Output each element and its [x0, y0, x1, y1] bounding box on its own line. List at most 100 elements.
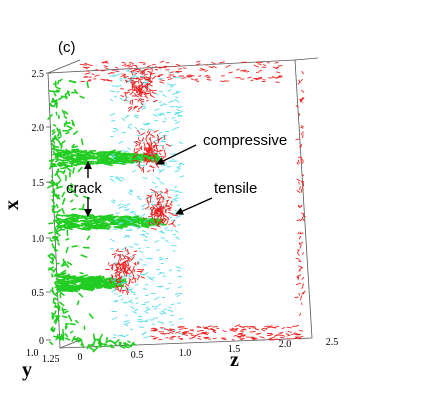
crack-label: crack	[66, 180, 102, 197]
compressive-vector	[136, 226, 142, 230]
x-tick-0: 0	[39, 336, 44, 347]
compressive-vector	[160, 237, 165, 239]
tensile-vector	[135, 140, 141, 144]
tensile-vector	[140, 71, 144, 74]
crack-vector	[68, 314, 73, 322]
tensile-vector	[124, 259, 130, 262]
tensile-vector	[115, 70, 120, 72]
tensile-vector	[189, 329, 194, 331]
compressive-vector	[174, 127, 179, 129]
compressive-vector	[141, 208, 145, 211]
tensile-vector	[116, 264, 121, 266]
tensile-vector	[202, 333, 208, 336]
compressive-vector	[133, 161, 138, 164]
crack-vector	[92, 346, 99, 353]
compressive-vector	[160, 168, 165, 172]
tensile-vector	[301, 70, 304, 75]
tensile-vector	[160, 191, 163, 193]
compressive-vector	[125, 150, 129, 153]
crack-vector	[59, 278, 65, 282]
tensile-vector	[278, 332, 282, 335]
crack-vector	[56, 209, 62, 214]
compressive-vector	[120, 275, 126, 279]
tensile-vector	[165, 200, 169, 206]
crack-vector	[67, 186, 71, 191]
tensile-vector	[301, 276, 305, 280]
crack-vector	[74, 319, 79, 324]
crack-vector	[55, 217, 63, 221]
tensile-vector	[157, 221, 161, 224]
crack-vector	[55, 158, 65, 162]
tensile-vector	[153, 152, 158, 155]
compressive-vector	[110, 200, 116, 204]
tensile-vector	[144, 148, 149, 153]
tensile-vector	[146, 195, 151, 200]
tensile-vector	[165, 199, 170, 202]
tensile-vector	[165, 219, 169, 221]
tensile-vector	[206, 79, 212, 81]
tensile-vector	[165, 337, 169, 339]
compressive-vector	[162, 94, 167, 98]
tensile-vector	[108, 264, 113, 267]
tensile-vector	[108, 80, 112, 82]
tensile-vector	[196, 60, 201, 63]
crack-vector	[128, 159, 136, 163]
tensile-vector	[147, 143, 150, 147]
tensile-vector	[159, 79, 165, 82]
tensile-vector	[163, 328, 168, 331]
compressive-vector	[112, 130, 117, 133]
crack-vector	[67, 128, 72, 132]
tensile-vector	[156, 208, 159, 213]
compressive-vector	[124, 301, 128, 304]
tensile-vector	[115, 248, 119, 252]
tensile-vector	[153, 206, 156, 210]
tensile-vector	[251, 330, 256, 333]
tensile-vector	[164, 208, 168, 213]
crack-vector	[91, 277, 98, 280]
tensile-vector	[175, 331, 181, 334]
compressive-vector	[124, 217, 128, 220]
crack-vector	[79, 95, 85, 99]
compressive-vector	[138, 165, 144, 169]
crack-vector	[55, 314, 60, 318]
crack-vector	[55, 111, 58, 116]
crack-vector	[49, 239, 53, 242]
crack-vector	[47, 266, 55, 271]
tensile-vector	[127, 261, 130, 267]
compressive-vector	[138, 258, 144, 261]
tensile-vector	[150, 208, 155, 213]
tensile-vector	[133, 84, 137, 89]
compressive-vector	[170, 100, 175, 103]
compressive-vector	[120, 228, 124, 230]
tensile-vector	[157, 138, 160, 144]
tensile-vector	[137, 69, 142, 73]
tensile-vector	[127, 267, 132, 272]
compressive-vector	[116, 90, 120, 93]
compressive-vector	[121, 131, 127, 134]
compressive-vector	[130, 306, 135, 310]
tensile-vector	[297, 252, 300, 256]
crack-vector	[65, 217, 71, 225]
tensile-vector	[255, 332, 262, 335]
compressive-vector	[126, 203, 131, 206]
crack-vector	[64, 337, 71, 341]
compressive-vector	[172, 233, 177, 236]
tensile-vector	[301, 158, 304, 162]
crack-vector	[52, 219, 61, 222]
compressive-vector	[133, 213, 137, 216]
tensile-vector	[103, 65, 108, 68]
crack-vector	[111, 153, 121, 157]
compressive-vector	[117, 72, 122, 76]
crack-vector	[104, 163, 113, 167]
tensile-vector	[161, 211, 164, 215]
tensile-vector	[286, 326, 292, 329]
compressive-vector	[111, 155, 117, 158]
compressive-vector-field	[109, 69, 185, 339]
tensile-vector	[295, 257, 300, 260]
tensile-vector	[134, 105, 139, 109]
compressive-vector	[158, 101, 163, 103]
tensile-vector	[130, 70, 134, 76]
tensile-vector	[140, 101, 144, 106]
crack-vector	[56, 225, 61, 230]
tensile-vector	[141, 82, 144, 87]
